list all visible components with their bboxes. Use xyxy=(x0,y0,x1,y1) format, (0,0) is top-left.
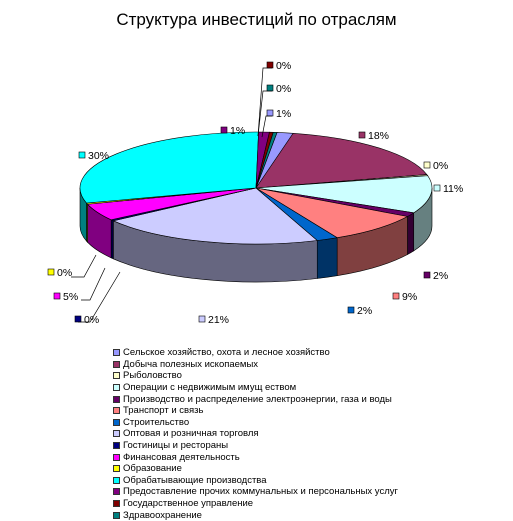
pie-side-9 xyxy=(110,219,114,260)
data-label-11: 0% xyxy=(57,267,72,279)
data-label-15: 0% xyxy=(276,83,291,95)
data-label-5: 2% xyxy=(433,270,448,282)
legend-label: Строительство xyxy=(123,416,190,428)
legend-swatch xyxy=(113,500,120,508)
data-label-marker-8 xyxy=(198,315,206,323)
leader-line-6 xyxy=(78,271,121,323)
legend-label: Обрабатывающие производства xyxy=(123,474,267,486)
legend-item: Государственное управление xyxy=(113,498,398,510)
legend-label: Оптовая и розничная торговля xyxy=(123,428,259,440)
leader-line-1 xyxy=(261,115,272,138)
data-label-marker-4 xyxy=(433,184,441,192)
legend-label: Добыча полезных ископаемых xyxy=(123,358,259,370)
data-label-marker-6 xyxy=(392,292,400,300)
legend-item: Здравоохранение xyxy=(113,509,398,521)
legend-swatch xyxy=(113,349,120,357)
leader-line-5 xyxy=(71,254,97,278)
legend-label: Производство и распределение электроэнер… xyxy=(123,393,392,405)
legend-swatch xyxy=(113,476,120,484)
legend-swatch xyxy=(113,418,120,426)
legend-label: Здравоохранение xyxy=(123,509,202,521)
legend-swatch xyxy=(113,395,120,403)
legend-item: Обрабатывающие производства xyxy=(113,475,398,487)
pie-slice-8 xyxy=(112,187,318,245)
legend-label: Сельское хозяйство, охота и лесное хозяй… xyxy=(123,347,330,359)
legend-label: Операции с недвижимым имущ еством xyxy=(123,382,297,394)
data-label-marker-13 xyxy=(220,126,228,134)
leader-line-4 xyxy=(81,267,106,301)
legend-swatch xyxy=(113,488,120,496)
pie-slice-6 xyxy=(255,187,409,239)
data-label-3: 0% xyxy=(433,160,448,172)
legend-item: Транспорт и связь xyxy=(113,405,398,417)
pie-side-7 xyxy=(316,237,338,279)
legend-swatch xyxy=(113,372,120,380)
legend-swatch xyxy=(113,407,120,415)
legend-swatch xyxy=(113,453,120,461)
data-label-marker-12 xyxy=(78,151,86,159)
data-label-marker-1 xyxy=(266,109,274,117)
data-label-14: 0% xyxy=(276,60,291,72)
data-label-2: 18% xyxy=(368,130,389,142)
legend-swatch xyxy=(113,465,120,473)
data-label-marker-10 xyxy=(53,292,61,300)
data-label-10: 5% xyxy=(63,291,78,303)
pie-chart: 1%18%0%11%2%9%2%21%0%5%0%30%1%0%0% xyxy=(47,60,463,326)
legend-item: Рыболовство xyxy=(113,370,398,382)
legend-label: Предоставление прочих коммунальных и пер… xyxy=(123,486,398,498)
legend-item: Сельское хозяйство, охота и лесное хозяй… xyxy=(113,347,398,359)
legend-label: Государственное управление xyxy=(123,498,254,510)
legend-swatch xyxy=(113,384,120,392)
legend-item: Оптовая и розничная торговля xyxy=(113,428,398,440)
data-label-marker-15 xyxy=(266,84,274,92)
data-label-marker-7 xyxy=(347,306,355,314)
leader-line-2 xyxy=(257,67,272,137)
pie-side-5 xyxy=(407,212,415,256)
chart-title: Структура инвестиций по отраслям xyxy=(116,10,397,29)
data-label-6: 9% xyxy=(402,291,417,303)
legend-item: Гостиницы и рестораны xyxy=(113,440,398,452)
legend-item: Строительство xyxy=(113,417,398,429)
leader-line-3 xyxy=(257,90,272,137)
legend: Сельское хозяйство, охота и лесное хозяй… xyxy=(113,347,398,521)
data-label-13: 1% xyxy=(230,125,245,137)
legend-item: Добыча полезных ископаемых xyxy=(113,359,398,371)
legend-label: Гостиницы и рестораны xyxy=(123,440,229,452)
legend-swatch xyxy=(113,430,120,438)
data-label-marker-9 xyxy=(74,315,82,323)
data-label-marker-2 xyxy=(358,131,366,139)
data-label-8: 21% xyxy=(208,314,229,326)
pie-slice-2 xyxy=(255,132,428,189)
legend-swatch xyxy=(113,360,120,368)
legend-item: Предоставление прочих коммунальных и пер… xyxy=(113,486,398,498)
data-label-1: 1% xyxy=(276,108,291,120)
legend-label: Финансовая деятельность xyxy=(123,451,240,463)
data-label-marker-3 xyxy=(423,161,431,169)
legend-item: Операции с недвижимым имущ еством xyxy=(113,382,398,394)
pie-slice-4 xyxy=(255,175,433,214)
data-label-12: 30% xyxy=(88,150,109,162)
legend-item: Образование xyxy=(113,463,398,475)
legend-label: Рыболовство xyxy=(123,370,182,382)
pie-slice-12 xyxy=(79,131,259,204)
legend-label: Транспорт и связь xyxy=(123,405,204,417)
pie-slice-15 xyxy=(255,131,278,189)
data-label-marker-14 xyxy=(266,61,274,69)
legend-swatch xyxy=(113,442,120,450)
data-label-marker-11 xyxy=(47,268,55,276)
data-label-marker-5 xyxy=(423,271,431,279)
legend-item: Производство и распределение электроэнер… xyxy=(113,393,398,405)
data-label-4: 11% xyxy=(443,183,463,195)
legend-label: Образование xyxy=(123,463,182,475)
data-label-7: 2% xyxy=(357,305,372,317)
legend-item: Финансовая деятельность xyxy=(113,451,398,463)
